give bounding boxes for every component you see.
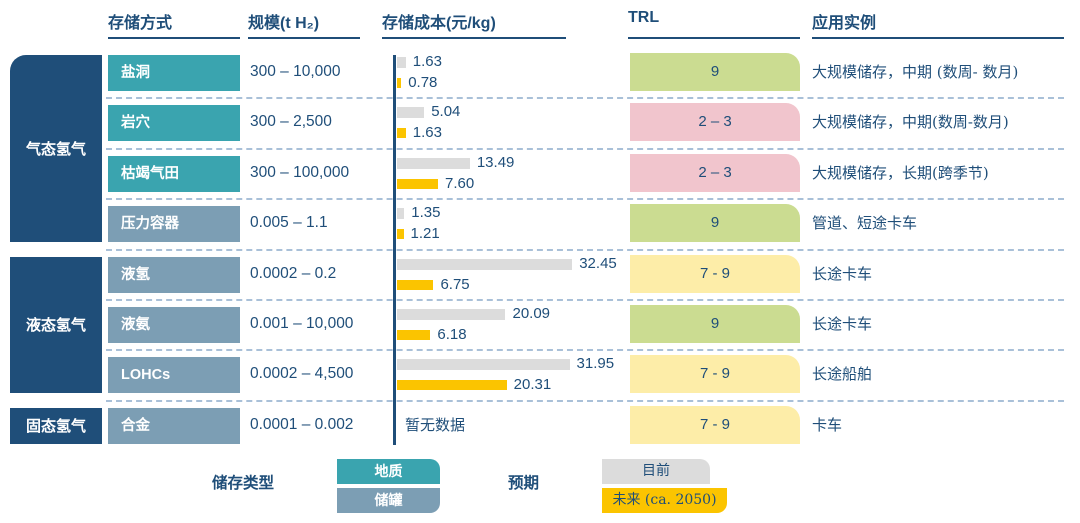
trl-badge: 7 - 9	[630, 254, 800, 293]
column-header-storage-cost: 存储成本(元/kg)	[382, 9, 566, 39]
cost-label-future: 20.31	[513, 376, 552, 394]
method-box: 合金	[108, 407, 240, 444]
cost-label-future: 6.18	[437, 326, 467, 343]
application-text: 长途卡车	[812, 315, 873, 333]
cost-bar-current	[397, 208, 405, 220]
application-text: 大规模储存，长期(跨季节)	[812, 163, 989, 182]
trl-badge: 2 – 3	[630, 153, 800, 192]
application-text: 管道、短途卡车	[812, 214, 918, 233]
method-box: 液氨	[108, 307, 240, 343]
column-header-scale: 规模(t H₂)	[248, 9, 360, 39]
cost-bar-current	[397, 309, 506, 320]
cost-bar-future	[397, 380, 507, 391]
row-separator	[106, 399, 1064, 402]
legend-storage-type-label: 储存类型	[212, 475, 275, 492]
legend-geological-swatch: 地质	[337, 459, 440, 484]
column-header-trl: TRL	[628, 9, 800, 39]
cost-label-current: 1.35	[411, 204, 441, 222]
trl-badge: 9	[630, 305, 800, 343]
row-separator	[106, 97, 1064, 100]
trl-badge: 9	[630, 53, 800, 91]
category-block: 液态氢气	[10, 256, 102, 394]
cost-bar-current	[397, 107, 425, 119]
trl-badge: 7 - 9	[630, 405, 800, 444]
cost-label-future: 1.21	[410, 225, 440, 243]
method-box: 液氢	[108, 256, 240, 293]
method-box: 盐洞	[108, 55, 240, 91]
trl-badge: 7 - 9	[630, 355, 800, 394]
cost-axis-line	[393, 55, 396, 445]
trl-badge: 9	[630, 204, 800, 243]
method-box: 压力容器	[108, 206, 240, 243]
cost-bar-future	[397, 229, 404, 240]
cost-label-future: 7.60	[445, 174, 475, 192]
cost-label-future: 0.78	[408, 74, 438, 91]
row-separator	[106, 147, 1064, 150]
application-text: 卡车	[812, 415, 843, 434]
application-text: 大规模储存，中期 (数周- 数月)	[812, 63, 1019, 81]
cost-bar-future	[397, 78, 402, 88]
scale-value: 0.0002 – 4,500	[250, 365, 354, 383]
category-block: 气态氢气	[10, 55, 102, 243]
scale-value: 0.0002 – 0.2	[250, 264, 337, 282]
cost-bar-current	[397, 258, 573, 270]
scale-value: 0.0001 – 0.002	[250, 415, 354, 433]
application-text: 长途卡车	[812, 264, 873, 283]
cost-label-current: 5.04	[431, 103, 461, 121]
method-box: LOHCs	[108, 357, 240, 394]
row-separator	[106, 198, 1064, 201]
cost-label-current: 31.95	[576, 355, 615, 373]
scale-value: 0.001 – 10,000	[250, 315, 354, 332]
application-text: 长途船舶	[812, 365, 873, 384]
cost-bar-future	[397, 178, 439, 189]
scale-value: 300 – 100,000	[250, 163, 350, 181]
legend-current-swatch: 目前	[602, 459, 710, 484]
cost-label-current: 20.09	[512, 305, 551, 322]
row-separator	[106, 349, 1064, 352]
column-header-application: 应用实例	[812, 9, 1064, 39]
trl-badge: 2 – 3	[630, 103, 800, 142]
cost-label-current: 13.49	[476, 153, 515, 171]
cost-bar-current	[397, 359, 570, 371]
cost-bar-future	[397, 279, 434, 290]
scale-value: 0.005 – 1.1	[250, 214, 328, 232]
method-box: 岩穴	[108, 105, 240, 142]
scale-value: 300 – 2,500	[250, 113, 332, 131]
cost-bar-future	[397, 128, 406, 139]
cost-bar-current	[397, 157, 470, 169]
legend-future-swatch: 未来 (ca. 2050)	[602, 488, 727, 513]
method-box: 枯竭气田	[108, 155, 240, 192]
row-separator	[106, 299, 1064, 301]
cost-label-future: 1.63	[412, 124, 442, 142]
application-text: 大规模储存，中期(数周-数月)	[812, 113, 1009, 132]
cost-label-current: 32.45	[579, 254, 617, 272]
column-header-storage-method: 存储方式	[108, 9, 240, 39]
cost-bar-future	[397, 330, 431, 340]
no-data-text: 暂无数据	[405, 415, 466, 434]
category-block: 固态氢气	[10, 407, 102, 444]
legend-expectation-label: 预期	[508, 475, 540, 492]
legend-tank-swatch: 储罐	[337, 488, 440, 513]
row-separator	[106, 248, 1064, 251]
cost-label-future: 6.75	[440, 275, 470, 293]
cost-label-current: 1.63	[412, 53, 442, 70]
cost-bar-current	[397, 57, 406, 68]
scale-value: 300 – 10,000	[250, 63, 341, 80]
